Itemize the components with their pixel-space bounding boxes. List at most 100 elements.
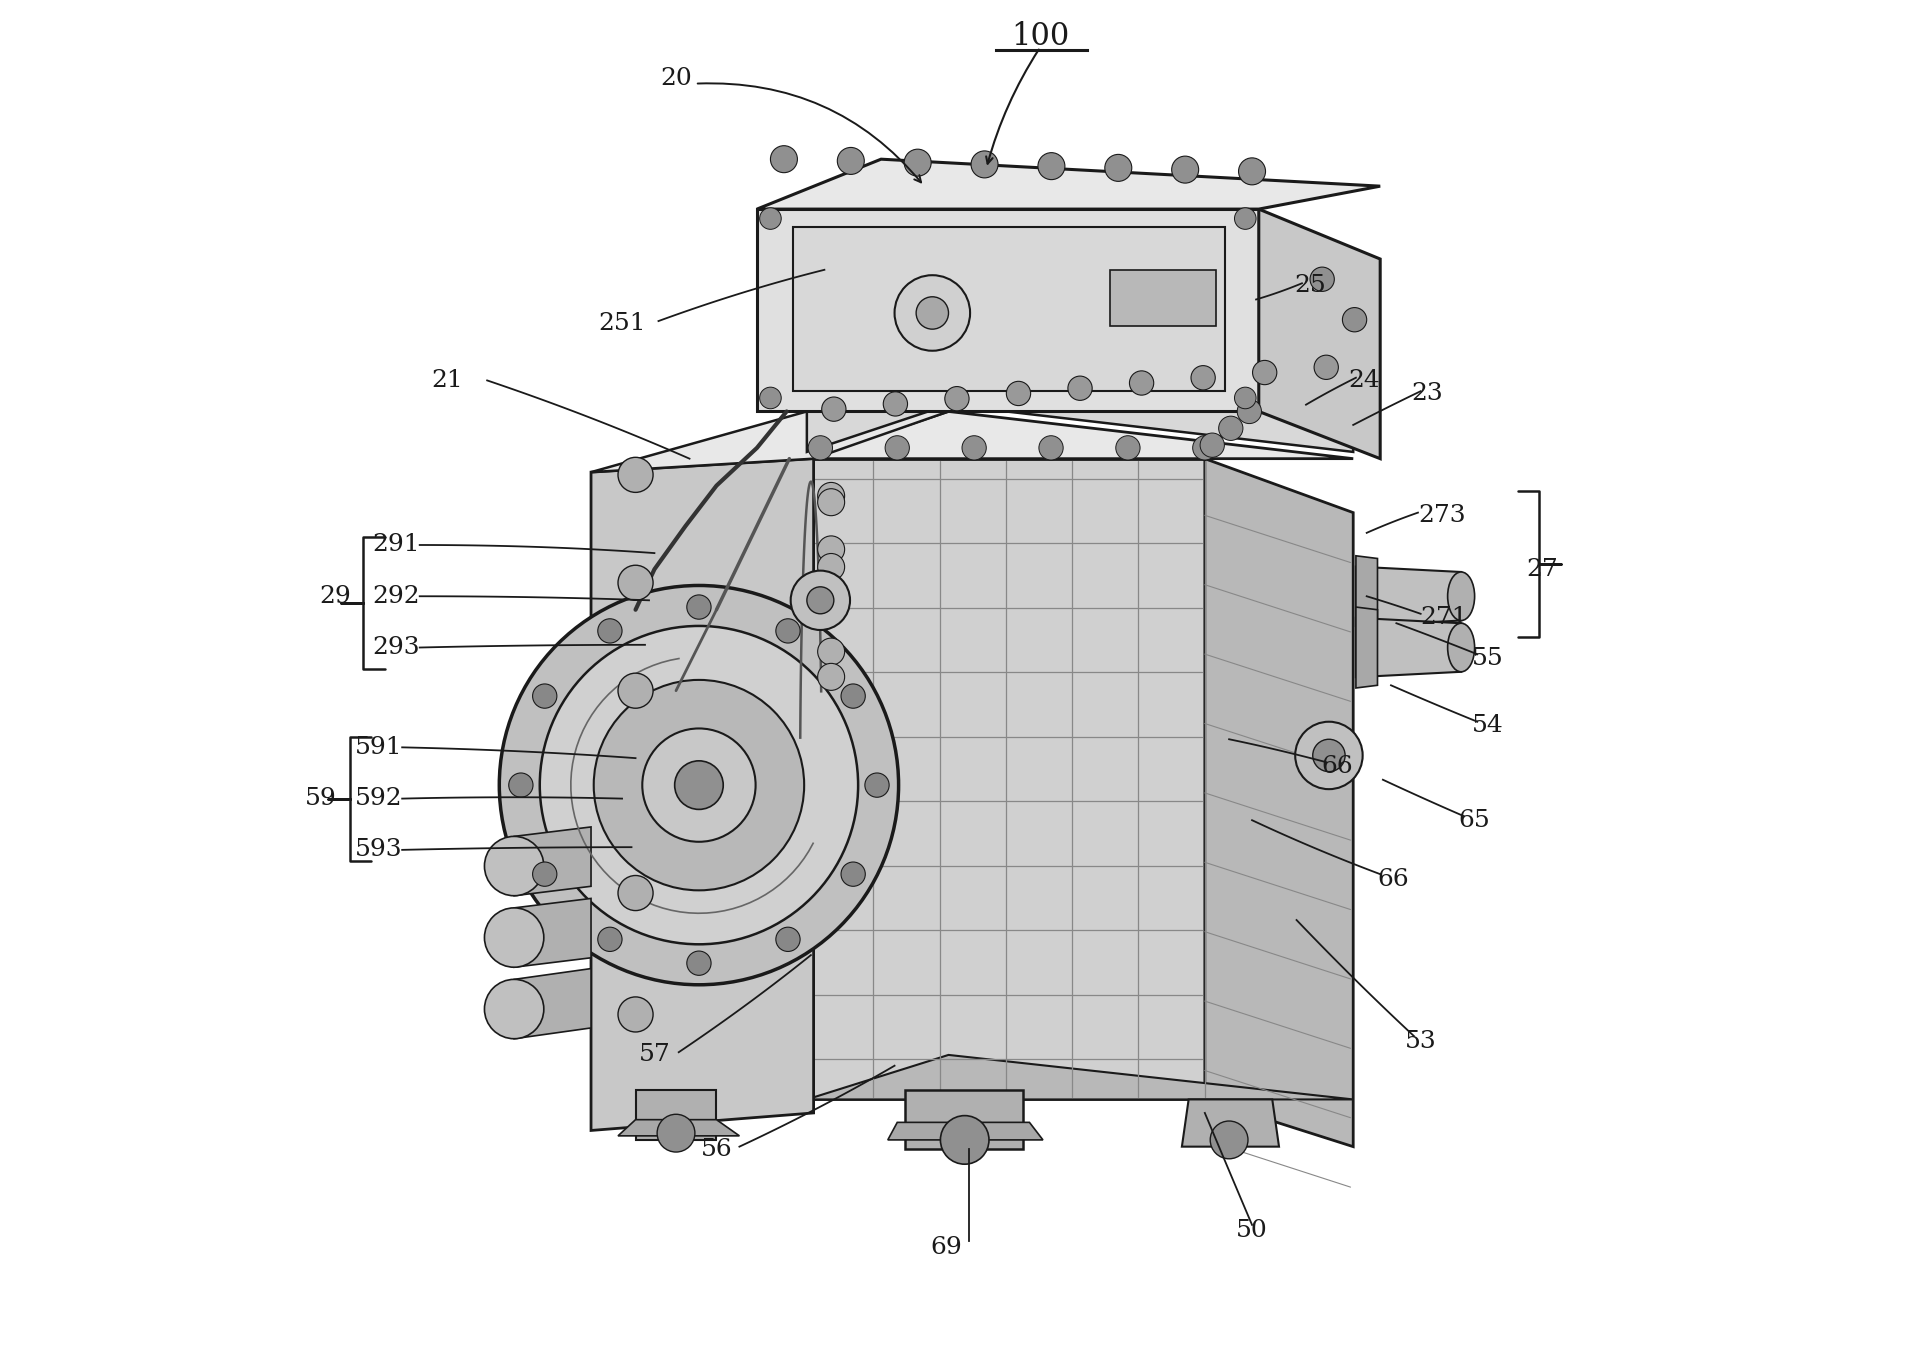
Circle shape bbox=[885, 436, 910, 460]
Polygon shape bbox=[1356, 607, 1377, 688]
Polygon shape bbox=[887, 1122, 1042, 1140]
Circle shape bbox=[1006, 382, 1031, 406]
Circle shape bbox=[1342, 308, 1365, 332]
Text: 591: 591 bbox=[354, 735, 402, 759]
Circle shape bbox=[1171, 156, 1198, 183]
Circle shape bbox=[915, 297, 948, 329]
Circle shape bbox=[817, 553, 844, 580]
Text: 54: 54 bbox=[1471, 714, 1504, 738]
Text: 100: 100 bbox=[1011, 22, 1069, 51]
Circle shape bbox=[1190, 366, 1215, 390]
Text: 20: 20 bbox=[660, 66, 692, 90]
Circle shape bbox=[508, 773, 533, 797]
Text: 293: 293 bbox=[371, 635, 419, 660]
Circle shape bbox=[1313, 355, 1338, 379]
Circle shape bbox=[1192, 436, 1217, 460]
Text: 53: 53 bbox=[1404, 1029, 1436, 1054]
Text: 27: 27 bbox=[1525, 557, 1558, 581]
Text: 23: 23 bbox=[1411, 382, 1442, 406]
Text: 273: 273 bbox=[1417, 503, 1465, 527]
Circle shape bbox=[904, 150, 931, 177]
Polygon shape bbox=[590, 459, 813, 1130]
Text: 251: 251 bbox=[598, 312, 646, 336]
Circle shape bbox=[971, 151, 998, 178]
Circle shape bbox=[1217, 417, 1242, 440]
Circle shape bbox=[944, 387, 969, 411]
Polygon shape bbox=[1356, 556, 1377, 637]
Circle shape bbox=[837, 147, 863, 174]
Polygon shape bbox=[1356, 618, 1460, 677]
Circle shape bbox=[617, 997, 652, 1032]
Polygon shape bbox=[806, 364, 1352, 452]
Text: 291: 291 bbox=[371, 533, 419, 557]
Circle shape bbox=[1238, 158, 1265, 185]
Text: 55: 55 bbox=[1471, 646, 1504, 670]
Circle shape bbox=[1200, 433, 1223, 457]
Circle shape bbox=[617, 673, 652, 708]
Circle shape bbox=[775, 927, 800, 951]
Text: 69: 69 bbox=[929, 1236, 962, 1260]
Text: 593: 593 bbox=[354, 838, 402, 862]
Polygon shape bbox=[756, 159, 1379, 209]
Circle shape bbox=[533, 684, 556, 708]
Circle shape bbox=[675, 761, 723, 809]
Ellipse shape bbox=[1446, 572, 1473, 621]
Text: 25: 25 bbox=[1294, 274, 1325, 298]
Circle shape bbox=[806, 587, 833, 614]
Polygon shape bbox=[806, 1055, 1352, 1099]
Text: 271: 271 bbox=[1419, 606, 1467, 630]
Circle shape bbox=[594, 680, 804, 890]
Polygon shape bbox=[513, 898, 590, 967]
Circle shape bbox=[817, 536, 844, 563]
Circle shape bbox=[500, 585, 898, 985]
Circle shape bbox=[598, 619, 621, 643]
Text: 592: 592 bbox=[354, 786, 402, 811]
Circle shape bbox=[817, 638, 844, 665]
Polygon shape bbox=[806, 411, 1352, 459]
Circle shape bbox=[1235, 208, 1256, 229]
Circle shape bbox=[1252, 360, 1277, 384]
Circle shape bbox=[658, 1114, 694, 1152]
Circle shape bbox=[1236, 399, 1261, 424]
Circle shape bbox=[775, 619, 800, 643]
Circle shape bbox=[642, 728, 756, 842]
Text: 21: 21 bbox=[431, 368, 462, 393]
Text: 66: 66 bbox=[1377, 867, 1410, 892]
Circle shape bbox=[817, 483, 844, 510]
Circle shape bbox=[760, 208, 781, 229]
Circle shape bbox=[1129, 371, 1154, 395]
Circle shape bbox=[687, 595, 712, 619]
Polygon shape bbox=[1110, 270, 1215, 326]
Circle shape bbox=[962, 436, 986, 460]
Circle shape bbox=[817, 488, 844, 515]
Circle shape bbox=[485, 979, 544, 1039]
Circle shape bbox=[598, 927, 621, 951]
Circle shape bbox=[485, 836, 544, 896]
Circle shape bbox=[1036, 152, 1063, 179]
Circle shape bbox=[940, 1116, 988, 1164]
Polygon shape bbox=[590, 411, 948, 472]
Circle shape bbox=[617, 876, 652, 911]
Circle shape bbox=[1038, 436, 1063, 460]
Polygon shape bbox=[792, 227, 1225, 391]
Circle shape bbox=[790, 571, 850, 630]
Polygon shape bbox=[1258, 209, 1379, 459]
Circle shape bbox=[769, 146, 796, 173]
Circle shape bbox=[1310, 267, 1335, 291]
Circle shape bbox=[1104, 154, 1131, 181]
Ellipse shape bbox=[1446, 623, 1473, 672]
Text: 59: 59 bbox=[306, 786, 337, 811]
Circle shape bbox=[485, 908, 544, 967]
Circle shape bbox=[883, 391, 908, 415]
Circle shape bbox=[840, 862, 865, 886]
Polygon shape bbox=[1204, 459, 1352, 1147]
Polygon shape bbox=[513, 969, 590, 1039]
Polygon shape bbox=[1356, 567, 1460, 626]
Circle shape bbox=[540, 626, 858, 944]
Circle shape bbox=[1067, 376, 1092, 401]
Text: 292: 292 bbox=[371, 584, 419, 608]
Polygon shape bbox=[635, 1090, 715, 1140]
Text: 56: 56 bbox=[700, 1137, 733, 1161]
Circle shape bbox=[687, 951, 712, 975]
Text: 65: 65 bbox=[1458, 808, 1490, 832]
